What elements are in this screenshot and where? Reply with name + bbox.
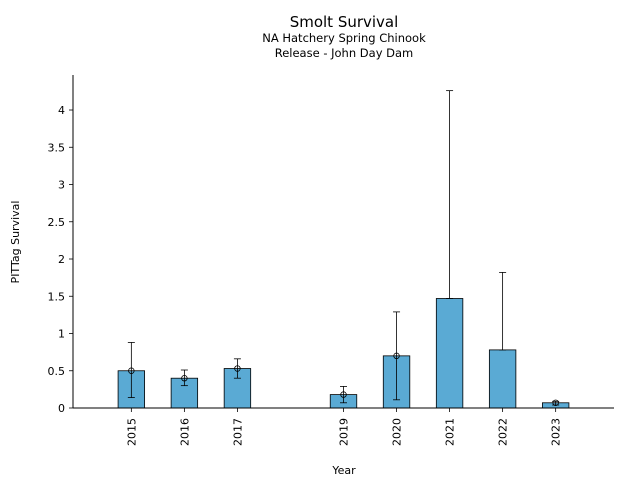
error-bars-group — [127, 90, 560, 406]
y-tick-label-1: 1 — [58, 328, 65, 341]
x-tick-label-2021: 2021 — [444, 418, 457, 446]
y-axis-label: PITTag Survival — [9, 201, 22, 284]
x-tick-label-2019: 2019 — [338, 418, 351, 446]
error-bar-2017 — [233, 358, 241, 379]
error-bar-2019 — [340, 385, 347, 404]
point-marker-2015 — [128, 367, 135, 374]
point-marker-2016 — [181, 375, 188, 382]
y-tick-label-0: 0 — [58, 402, 65, 415]
y-tick-label-3.5: 3.5 — [48, 141, 66, 154]
y-tick-label-0.5: 0.5 — [48, 365, 66, 378]
error-bar-2020 — [393, 311, 401, 401]
point-marker-2017 — [234, 365, 241, 372]
chart-title: Smolt Survival — [290, 13, 399, 31]
point-marker-2023 — [552, 399, 559, 406]
x-tick-label-2022: 2022 — [497, 418, 510, 446]
bar-2022 — [488, 349, 517, 409]
y-ticks-group: 0 0.5 1 1.5 2 2.5 3 3.5 4 — [48, 104, 73, 415]
x-tick-label-2017: 2017 — [231, 418, 244, 446]
error-bar-2022 — [499, 272, 507, 351]
x-tick-label-2023: 2023 — [550, 418, 563, 446]
bar-2021 — [435, 298, 464, 409]
point-marker-2019 — [340, 391, 347, 398]
x-tick-label-2016: 2016 — [178, 418, 191, 446]
error-bar-2016 — [180, 369, 188, 387]
x-tick-label-2015: 2015 — [125, 418, 138, 446]
y-tick-label-2: 2 — [58, 253, 65, 266]
x-ticks-group: 2015 2016 2017 2019 2020 2021 2022 2023 — [125, 408, 563, 446]
y-tick-label-3: 3 — [58, 179, 65, 192]
x-tick-label-2020: 2020 — [391, 418, 404, 446]
chart-subtitle-line-2: Release - John Day Dam — [275, 46, 414, 60]
y-tick-label-4: 4 — [58, 104, 65, 117]
chart-subtitle-line-1: NA Hatchery Spring Chinook — [262, 31, 426, 45]
y-tick-label-2.5: 2.5 — [48, 216, 66, 229]
y-tick-label-1.5: 1.5 — [48, 290, 66, 303]
point-markers-group — [128, 352, 559, 406]
error-bar-2015 — [127, 342, 135, 398]
x-axis-label: Year — [331, 464, 356, 477]
error-bar-2021 — [446, 90, 454, 299]
point-marker-2020 — [393, 352, 400, 360]
